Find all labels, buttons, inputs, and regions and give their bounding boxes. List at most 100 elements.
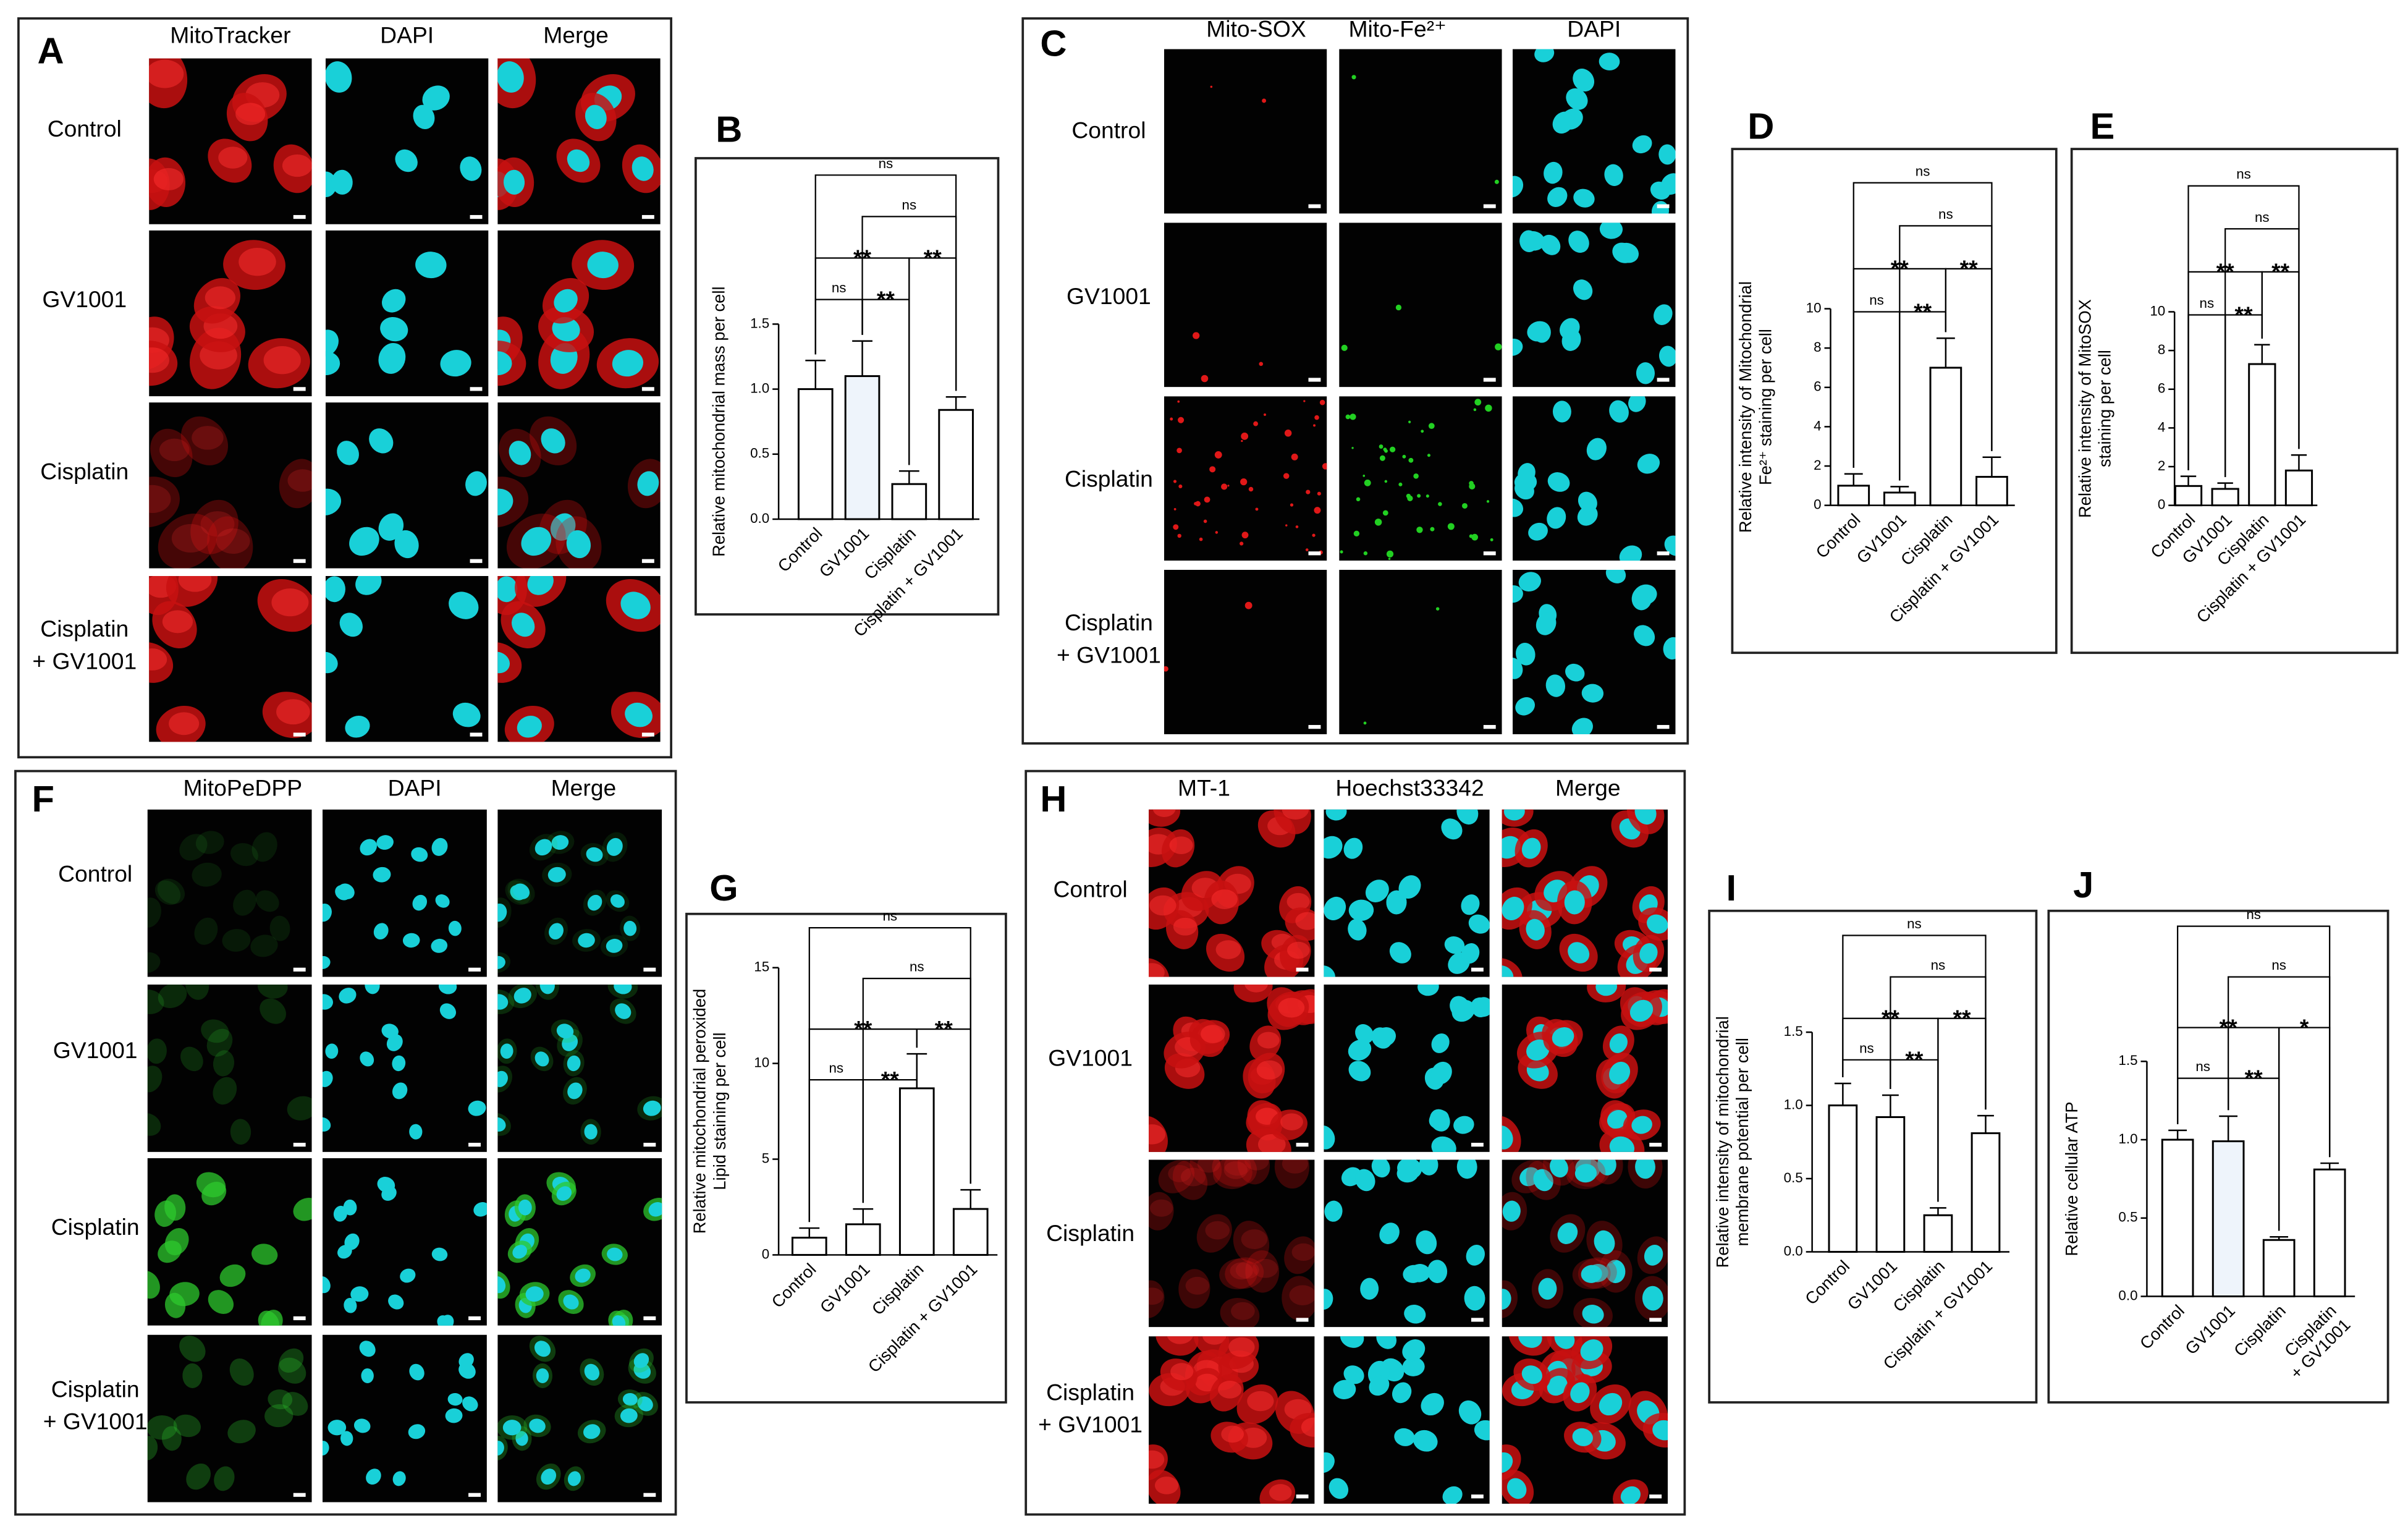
nucleus [1502, 1200, 1521, 1222]
y-axis-label-line: membrane potential per cell [1733, 1038, 1752, 1246]
cell [1245, 1250, 1280, 1293]
cell-texture [1235, 1261, 1259, 1279]
cell-texture [1282, 1159, 1308, 1174]
nucleus [1518, 1336, 1542, 1348]
dot [1313, 424, 1316, 427]
nucleus [497, 1441, 504, 1456]
bar [2174, 485, 2203, 507]
cell-texture [1295, 912, 1315, 930]
nucleus [1536, 612, 1557, 635]
dot [1173, 524, 1179, 530]
nucleus [366, 1468, 381, 1485]
significance-label: * [2300, 1014, 2309, 1040]
scale-bar [1657, 204, 1670, 208]
bar [2211, 488, 2239, 507]
dot [1486, 500, 1490, 503]
dot [1364, 479, 1371, 486]
nucleus [1578, 491, 1597, 512]
scale-bar [293, 732, 306, 737]
y-tick-label: 6 [1814, 379, 1821, 394]
channel-label: DAPI [380, 22, 434, 48]
cell [147, 1112, 161, 1136]
micrograph-bg [1164, 222, 1327, 388]
nucleus [1348, 918, 1367, 941]
nucleus [365, 985, 380, 994]
dot [1426, 494, 1429, 498]
scale-bar [1483, 378, 1496, 382]
panel-letter: J [2073, 864, 2093, 905]
micrograph [147, 1158, 312, 1326]
cell [1158, 1159, 1195, 1193]
nucleus [1396, 1164, 1419, 1183]
nucleus [563, 1294, 579, 1310]
cell [158, 985, 187, 1009]
nucleus [337, 883, 355, 899]
bar [938, 409, 974, 520]
nucleus [1355, 1024, 1374, 1044]
scale-bar [1471, 1494, 1484, 1499]
y-axis-label-line: Relative intensity of MitoSOX [2075, 299, 2094, 518]
dot [1427, 454, 1430, 457]
cell [1274, 1159, 1309, 1189]
nucleus [529, 1418, 546, 1433]
nucleus [1348, 899, 1374, 922]
cell-texture [1228, 1337, 1255, 1357]
nucleus [536, 1368, 549, 1383]
significance-label: ** [1905, 1046, 1924, 1072]
nucleus [438, 985, 457, 994]
nucleus [1609, 400, 1629, 423]
y-tick-label: 5 [762, 1150, 769, 1166]
scale-bar [1296, 1494, 1309, 1499]
cell-texture [153, 167, 184, 190]
scale-bar [470, 732, 483, 737]
nucleus [1635, 1159, 1655, 1179]
nucleus [1642, 1286, 1663, 1311]
nucleus [1392, 1382, 1412, 1404]
y-tick-label: 0 [1814, 497, 1821, 512]
nucleus [521, 527, 552, 556]
nucleus [1574, 1164, 1597, 1183]
cell [186, 1464, 211, 1490]
nucleus [412, 894, 428, 911]
cell [1219, 1258, 1258, 1290]
scale-bar [1308, 551, 1321, 556]
nucleus [554, 289, 578, 313]
cell [147, 1038, 167, 1064]
scale-bar [643, 1143, 656, 1147]
nucleus [460, 156, 482, 181]
dot [1471, 533, 1479, 541]
row-label: Cisplatin + GV1001 [32, 616, 137, 674]
cell [251, 1244, 278, 1265]
nucleus [435, 894, 450, 908]
dot [1461, 502, 1468, 509]
y-axis-label: Relative mitochondrial mass per cell [709, 286, 729, 556]
micrograph [497, 230, 661, 397]
bar [1923, 1214, 1953, 1253]
scale-bar [293, 559, 306, 563]
row-label: Cisplatin + GV1001 [1038, 1379, 1143, 1437]
nucleus [1427, 1260, 1448, 1284]
nucleus [1547, 507, 1566, 529]
cell [1282, 1276, 1315, 1321]
nucleus [586, 847, 603, 862]
nucleus [1348, 1039, 1372, 1061]
micrograph [1324, 1336, 1490, 1504]
cell [173, 1414, 201, 1438]
cell-texture [1223, 1159, 1251, 1176]
nucleus [1371, 1159, 1390, 1178]
dot [1177, 447, 1182, 454]
nucleus [612, 350, 644, 377]
nucleus [1413, 1430, 1438, 1452]
micrograph [497, 58, 661, 224]
scale-bar [468, 1316, 481, 1321]
panel-letter: G [709, 867, 738, 909]
nucleus [448, 920, 462, 936]
cell [1212, 1159, 1257, 1187]
cell [182, 1363, 203, 1388]
nucleus [567, 149, 590, 172]
nucleus [497, 1070, 508, 1087]
micrograph [322, 1334, 487, 1502]
nucleus [1568, 231, 1589, 253]
cell [1220, 1298, 1260, 1328]
bar [1883, 491, 1916, 507]
